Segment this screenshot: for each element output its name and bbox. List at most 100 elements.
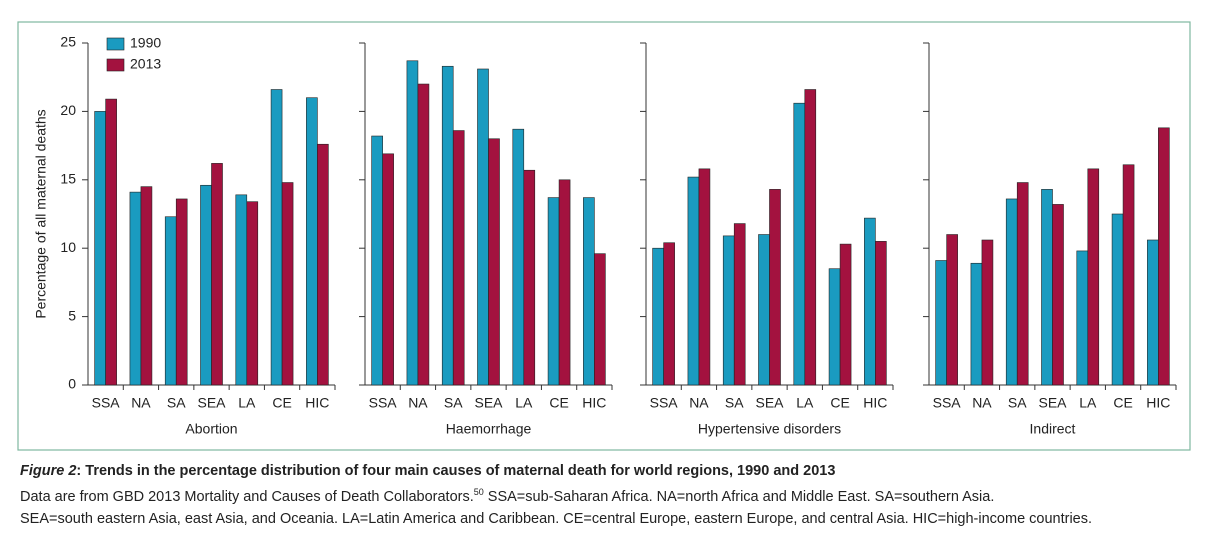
bar <box>175 198 188 386</box>
reference: 50 <box>473 487 484 497</box>
x-tick-label: SA <box>725 395 744 411</box>
x-tick-label: SSA <box>369 395 398 411</box>
bar <box>733 223 746 386</box>
bar <box>140 186 153 386</box>
bar <box>105 98 117 386</box>
bar <box>698 168 711 386</box>
note-text: Data are from GBD 2013 Mortality and Cau… <box>20 488 474 505</box>
bar <box>583 197 595 386</box>
note-text: SSA=sub-Saharan Africa. NA=north Africa … <box>483 488 995 505</box>
y-tick-label: 5 <box>68 307 76 323</box>
x-tick-label: HIC <box>863 395 887 411</box>
x-axis-label: Abortion <box>185 421 237 437</box>
bar <box>1158 127 1170 386</box>
caption-title: Figure 2: Trends in the percentage distr… <box>20 463 835 479</box>
bar <box>371 135 383 386</box>
x-tick-label: NA <box>408 395 428 411</box>
bar <box>1087 168 1100 386</box>
bar <box>769 189 781 386</box>
bar <box>722 235 735 386</box>
x-tick-label: LA <box>1079 395 1097 411</box>
x-tick-label: SA <box>167 395 186 411</box>
bar <box>270 89 283 386</box>
x-axis-label: Hypertensive disorders <box>698 421 841 437</box>
x-tick-label: CE <box>549 395 568 411</box>
x-tick-label: CE <box>1113 395 1132 411</box>
x-tick-label: SSA <box>933 395 962 411</box>
x-tick-label: SSA <box>92 395 121 411</box>
x-tick-label: HIC <box>305 395 329 411</box>
bar <box>1005 198 1018 386</box>
legend-swatch <box>106 37 125 51</box>
bar <box>417 83 430 386</box>
bar <box>1076 250 1089 386</box>
bar <box>200 184 212 386</box>
bar <box>935 260 947 386</box>
x-tick-label: NA <box>972 395 992 411</box>
bar <box>594 253 606 386</box>
legend-swatch <box>106 58 125 72</box>
bar <box>1122 164 1135 386</box>
bar <box>558 179 571 386</box>
bar <box>652 247 664 386</box>
bar <box>246 201 259 386</box>
bar <box>523 169 536 386</box>
bar <box>512 128 525 386</box>
x-axis-label: Haemorrhage <box>446 421 532 437</box>
y-tick-label: 20 <box>60 102 76 118</box>
bar <box>281 182 294 386</box>
bar <box>687 176 700 386</box>
bar <box>317 143 329 386</box>
x-tick-label: SSA <box>650 395 679 411</box>
bar <box>1052 204 1064 386</box>
x-tick-label: HIC <box>1146 395 1170 411</box>
x-tick-label: SEA <box>197 395 226 411</box>
x-tick-label: LA <box>515 395 533 411</box>
y-axis-label: Percentage of all maternal deaths <box>33 109 49 318</box>
bar <box>970 262 983 386</box>
bar <box>211 163 223 386</box>
bar <box>129 191 142 386</box>
bar <box>1016 182 1029 386</box>
bar <box>793 102 806 386</box>
bar <box>981 239 994 386</box>
bar <box>828 268 841 386</box>
x-tick-label: SEA <box>755 395 784 411</box>
x-tick-label: CE <box>272 395 291 411</box>
bar <box>164 216 177 386</box>
bar <box>1147 239 1159 386</box>
bar <box>804 89 817 386</box>
x-tick-label: SA <box>1008 395 1027 411</box>
caption-title-text: : Trends in the percentage distribution … <box>76 463 836 479</box>
x-tick-label: SA <box>444 395 463 411</box>
bar <box>864 217 876 386</box>
bar <box>875 241 887 386</box>
bar <box>452 130 465 386</box>
x-tick-label: LA <box>796 395 814 411</box>
bar <box>382 153 394 386</box>
bar <box>1111 213 1124 386</box>
x-tick-label: SEA <box>1038 395 1067 411</box>
bar <box>547 197 560 386</box>
bar <box>235 194 248 386</box>
bar <box>839 243 852 386</box>
bar <box>1041 189 1053 386</box>
bar <box>441 65 454 386</box>
y-tick-label: 10 <box>60 239 76 255</box>
bar <box>94 111 106 386</box>
x-tick-label: NA <box>131 395 151 411</box>
bar <box>946 234 958 386</box>
figure-label: Figure 2 <box>20 463 77 479</box>
note-text: SEA=south eastern Asia, east Asia, and O… <box>20 511 1093 527</box>
y-tick-label: 25 <box>60 34 76 50</box>
bar <box>477 68 489 386</box>
x-axis-label: Indirect <box>1030 421 1076 437</box>
x-tick-label: NA <box>689 395 709 411</box>
x-tick-label: HIC <box>582 395 606 411</box>
chart: 0 5 10 15 20 25 Percentage of all maternal dea… <box>17 21 1191 451</box>
y-tick-label: 0 <box>68 376 76 392</box>
caption-note: SEA=south eastern Asia, east Asia, and O… <box>20 511 1092 527</box>
bar <box>663 242 675 386</box>
bar <box>758 234 770 386</box>
y-tick-label: 15 <box>60 171 76 187</box>
